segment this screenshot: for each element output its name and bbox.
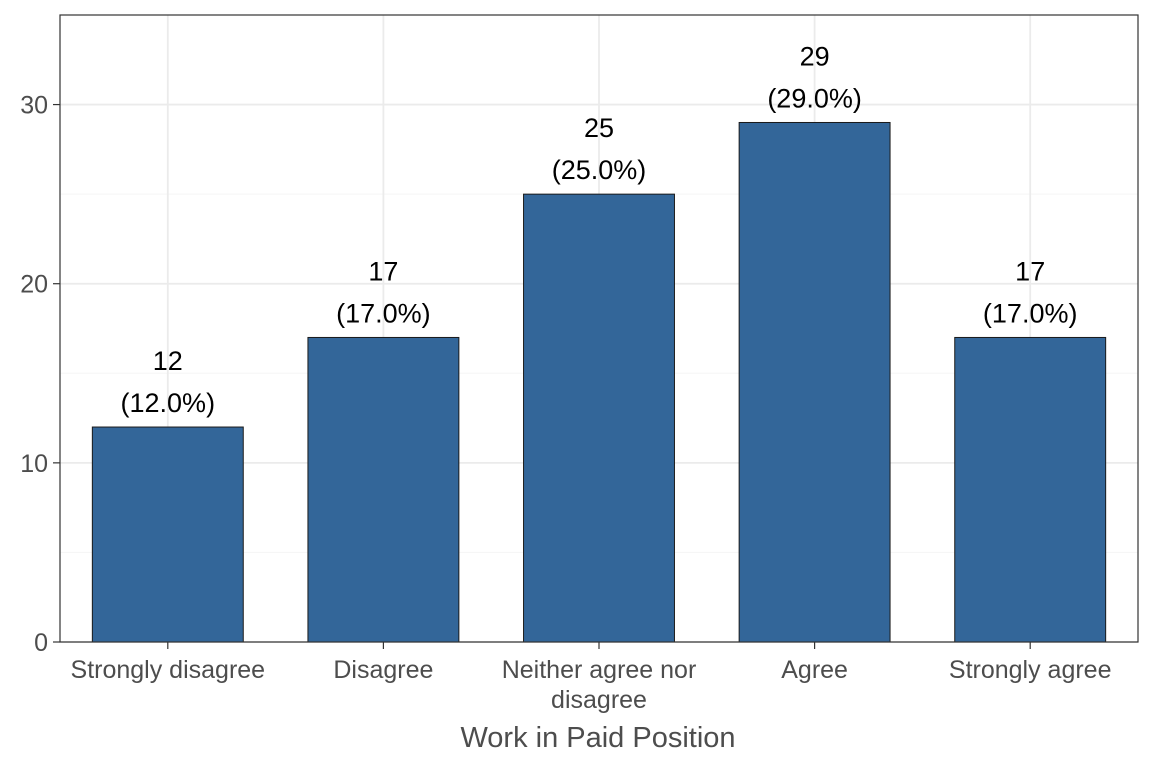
x-tick-label: Agree	[781, 656, 848, 684]
bar-percent-label: (29.0%)	[767, 83, 862, 113]
bar-5	[954, 336, 1107, 643]
x-tick-label: Neither agree nor	[502, 656, 697, 684]
x-axis-title: Work in Paid Position	[460, 722, 735, 754]
bar-4	[738, 121, 891, 643]
bar-2	[307, 336, 460, 643]
bar-value-label: 17	[1015, 256, 1045, 286]
bar-value-label: 17	[368, 256, 398, 286]
y-tick-label: 20	[20, 271, 48, 299]
bars-layer	[91, 121, 1107, 643]
x-tick-label: disagree	[551, 686, 647, 714]
bar-3	[523, 193, 675, 643]
bar-percent-label: (25.0%)	[552, 155, 647, 185]
bar-labels-layer: 12 (12.0%) 17 (17.0%) 25 (25.0%) 29 (29.0%) 17 (1…	[121, 41, 1078, 418]
x-tick-label: Strongly agree	[949, 656, 1112, 684]
x-tick-label: Disagree	[333, 656, 433, 684]
y-tick-label: 10	[20, 450, 48, 478]
bar-value-label: 29	[800, 41, 830, 71]
y-axis: 0 10 20 30	[20, 92, 60, 657]
x-axis: Strongly disagree Disagree Neither agree n…	[71, 642, 1112, 714]
bar-value-label: 12	[153, 346, 183, 376]
bar-value-label: 25	[584, 113, 614, 143]
x-tick-label: Strongly disagree	[71, 656, 266, 684]
bar-1	[91, 426, 244, 643]
y-tick-label: 0	[34, 629, 48, 657]
bar-percent-label: (17.0%)	[983, 298, 1078, 328]
y-tick-label: 30	[20, 92, 48, 120]
bar-percent-label: (12.0%)	[121, 388, 216, 418]
bar-percent-label: (17.0%)	[336, 298, 431, 328]
